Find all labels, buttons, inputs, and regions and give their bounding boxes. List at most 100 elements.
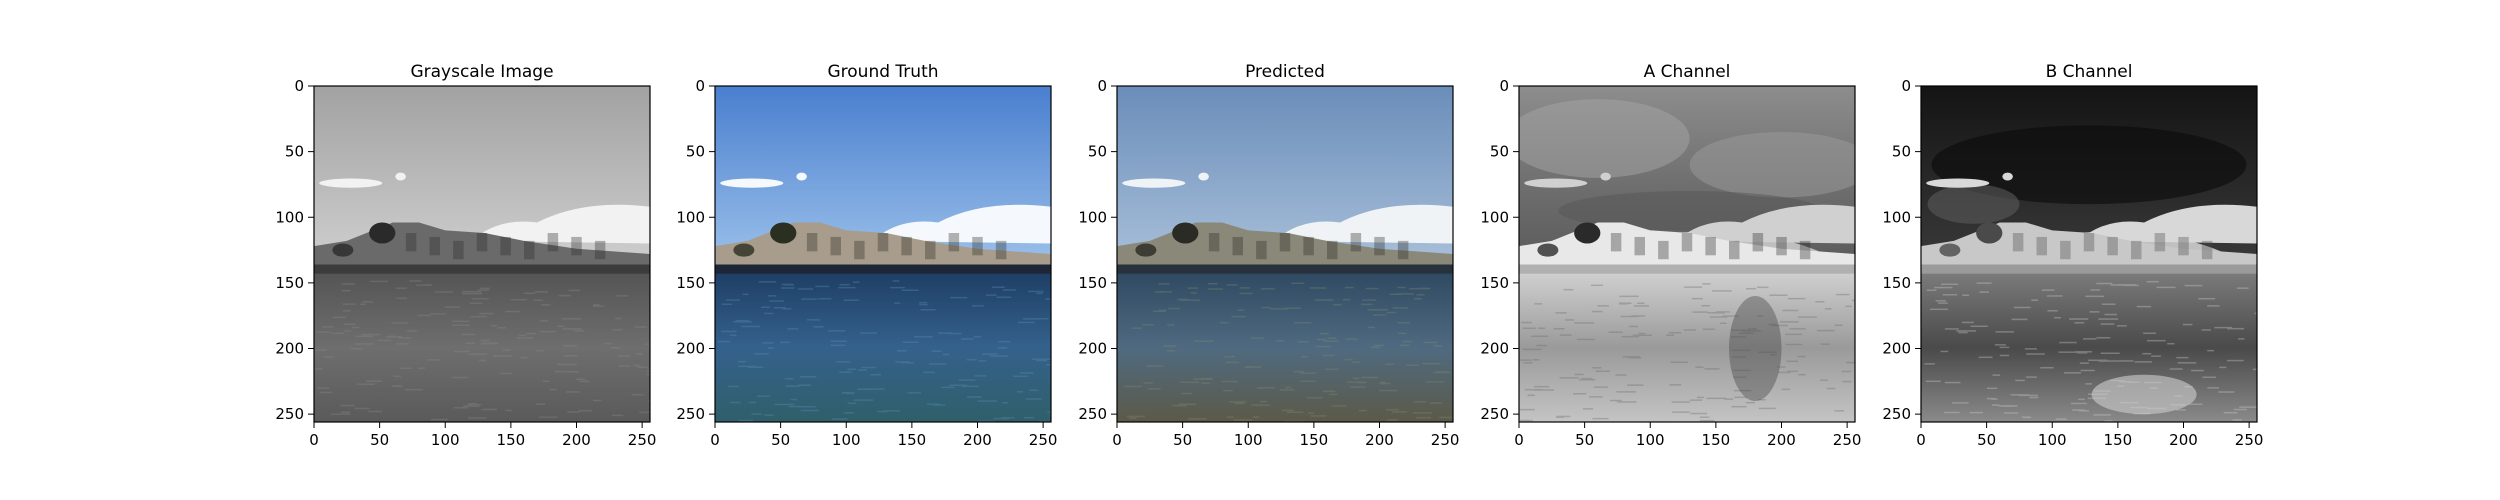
water-region	[1117, 273, 1453, 422]
y-tick-label: 100	[1078, 208, 1107, 226]
y-tick-label: 0	[1499, 77, 1509, 95]
shoreline	[1117, 264, 1453, 275]
x-tick-label: 200	[562, 431, 591, 449]
y-tick-label: 250	[1078, 405, 1107, 423]
y-tick-label: 250	[676, 405, 705, 423]
x-tick-label: 200	[2169, 431, 2198, 449]
water-texture	[1124, 282, 1453, 422]
panel-title: Ground Truth	[827, 62, 938, 82]
x-tick-label: 50	[1173, 431, 1192, 449]
axes: 0 50 100 150 200 250 0 50 100 150 200 250	[1480, 77, 1861, 449]
x-tick-label: 250	[628, 431, 657, 449]
y-tick-label: 250	[1480, 405, 1509, 423]
x-tick-label: 250	[1029, 431, 1058, 449]
y-tick-label: 0	[1097, 77, 1107, 95]
panel-predicted: Predicted 0 50 100 150 200 250 0 50 100 150 200 250	[1078, 62, 1459, 449]
x-tick-label: 100	[1234, 431, 1263, 449]
cloud	[1524, 178, 1588, 188]
y-tick-label: 50	[1088, 143, 1107, 161]
panel-image	[1518, 85, 1856, 423]
x-tick-label: 0	[309, 431, 319, 449]
x-tick-label: 200	[963, 431, 992, 449]
cloud	[395, 172, 406, 181]
y-tick-label: 200	[1480, 340, 1509, 358]
cloud	[720, 178, 784, 188]
x-tick-label: 100	[1636, 431, 1665, 449]
axes-frame	[714, 85, 1052, 423]
axes: 0 50 100 150 200 250 0 50 100 150 200 250	[1882, 77, 2263, 449]
shoreline	[715, 264, 1051, 275]
cloud	[796, 172, 807, 181]
axes: 0 50 100 150 200 250 0 50 100 150 200 250	[275, 77, 656, 449]
y-tick-label: 150	[1882, 274, 1911, 292]
axes-frame	[313, 85, 651, 423]
x-tick-label: 150	[898, 431, 927, 449]
x-tick-label: 0	[1112, 431, 1122, 449]
y-tick-label: 100	[1480, 208, 1509, 226]
panel-image	[714, 85, 1052, 423]
town-skyline	[314, 222, 650, 273]
y-tick-label: 100	[275, 208, 304, 226]
x-tick-label: 150	[1300, 431, 1329, 449]
x-tick-label: 250	[1833, 431, 1862, 449]
water-region	[1921, 273, 2257, 422]
y-tick-label: 50	[1892, 143, 1911, 161]
cloud-bank	[1274, 204, 1453, 244]
y-tick-label: 200	[1078, 340, 1107, 358]
y-tick-label: 150	[1078, 274, 1107, 292]
x-tick-label: 250	[1431, 431, 1460, 449]
water-region	[1519, 273, 1855, 422]
y-tick-label: 0	[1901, 77, 1911, 95]
y-tick-label: 250	[1882, 405, 1911, 423]
town-skyline	[1519, 222, 1855, 273]
x-tick-label: 0	[710, 431, 720, 449]
x-tick-label: 200	[1365, 431, 1394, 449]
cloud	[1926, 178, 1990, 188]
y-tick-label: 200	[275, 340, 304, 358]
panel-title: A Channel	[1644, 62, 1731, 82]
x-tick-label: 0	[1514, 431, 1524, 449]
shoreline	[1921, 264, 2257, 275]
panel-color: Ground Truth 0 50 100 150 200 250 0 50 100 150 200 2…	[676, 62, 1058, 449]
y-tick-label: 250	[275, 405, 304, 423]
cloud	[1600, 172, 1611, 181]
shoreline	[314, 264, 650, 275]
y-tick-label: 100	[1882, 208, 1911, 226]
water-region	[314, 273, 650, 422]
panel-a-channel: A Channel 0 50 100 150 200 250 0 50 100 150 200 250	[1480, 62, 1861, 449]
water-region	[715, 273, 1051, 422]
x-tick-label: 150	[2104, 431, 2133, 449]
axes: 0 50 100 150 200 250 0 50 100 150 200 250	[1078, 77, 1459, 449]
panel-title: Predicted	[1245, 62, 1325, 82]
panel-title: Grayscale Image	[410, 62, 553, 82]
panel-image	[1116, 85, 1454, 423]
shoreline	[1519, 264, 1855, 275]
water-texture	[717, 280, 1051, 422]
panel-title: B Channel	[2046, 62, 2133, 82]
y-tick-label: 50	[1490, 143, 1509, 161]
axes-frame	[1116, 85, 1454, 423]
y-tick-label: 150	[1480, 274, 1509, 292]
x-tick-label: 50	[1575, 431, 1594, 449]
y-tick-label: 50	[686, 143, 705, 161]
cloud-bank	[471, 204, 650, 244]
x-tick-label: 250	[2235, 431, 2264, 449]
y-tick-label: 150	[275, 274, 304, 292]
x-tick-label: 50	[1977, 431, 1996, 449]
y-tick-label: 150	[676, 274, 705, 292]
cloud	[1198, 172, 1209, 181]
panel-b-channel: B Channel 0 50 100 150 200 250 0 50 100 150 200 250	[1882, 62, 2263, 449]
x-tick-label: 100	[2038, 431, 2067, 449]
x-tick-label: 200	[1767, 431, 1796, 449]
axes-frame	[1518, 85, 1856, 423]
y-tick-label: 0	[294, 77, 304, 95]
x-tick-label: 100	[431, 431, 460, 449]
town-skyline	[715, 222, 1051, 273]
y-tick-label: 0	[695, 77, 705, 95]
water-texture	[1519, 283, 1855, 422]
x-tick-label: 100	[832, 431, 861, 449]
panel-grayscale: Grayscale Image 0 50 100 150 200 250 0 50 100 150 2…	[275, 62, 656, 449]
town-skyline	[1117, 222, 1453, 273]
cloud-bank	[872, 204, 1051, 244]
